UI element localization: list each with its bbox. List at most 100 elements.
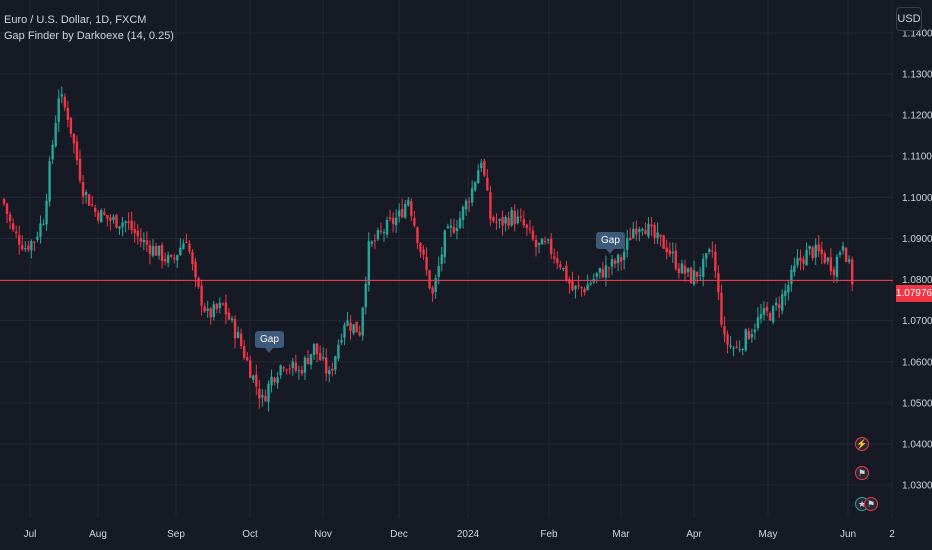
candle-body [355,321,358,333]
candle-body [200,285,203,306]
candle-body [337,344,340,359]
candle-body [793,265,796,273]
candle-body [97,212,100,221]
candle-body [282,367,285,369]
candle-body [449,225,453,228]
time-tick-label: Sep [167,529,185,540]
candle-body [513,210,516,225]
us-flag-icon[interactable]: ⚑ [855,466,869,480]
candle-body [48,161,51,202]
candle-body [94,207,97,212]
candle-body [705,253,708,259]
candle-body [826,257,830,262]
candle-body [787,284,790,293]
candle-body [610,259,614,267]
candle-body [18,235,21,245]
price-tick-label: 1.07000 [902,316,932,327]
candle-body [252,375,255,380]
candle-body [69,117,73,134]
price-tick-label: 1.04000 [902,440,932,451]
candle-body [735,346,738,348]
candle-body [729,345,732,347]
time-tick-label: Jun [840,529,856,540]
candle-body [100,210,103,223]
candle-body [182,243,185,250]
candle-body [163,258,167,262]
time-tick-label: Apr [686,529,702,540]
candle-body [817,244,820,252]
candle-body [589,282,592,285]
candle-body [170,254,173,257]
price-tick-label: 1.12000 [902,111,932,122]
candle-body [720,292,723,325]
candle-body [294,362,298,371]
candle-body [361,307,364,336]
candle-body [474,182,477,191]
candle-body [139,238,142,242]
time-tick-label: Jul [24,529,37,540]
candle-body [236,331,240,338]
candle-body [598,267,602,273]
candle-body [768,313,772,321]
candle-body [738,349,741,351]
candle-body [711,250,714,252]
candle-body [303,357,307,373]
candle-body [543,241,547,243]
candle-body [382,232,386,234]
time-tick-label: Aug [89,529,107,540]
candle-body [315,343,319,355]
candle-body [844,247,848,262]
candle-body [650,224,653,227]
gap-label[interactable]: Gap [596,232,625,255]
candle-body [571,281,574,291]
candle-body [781,294,784,311]
candle-body [641,229,644,231]
candle-body [753,329,757,332]
candle-body [112,216,115,221]
candle-body [431,287,434,294]
candle-body [84,192,88,196]
candle-body [680,263,684,274]
price-tick-label: 1.10000 [902,193,932,204]
candle-body [249,360,252,378]
candle-body [45,200,48,225]
candle-body [379,230,383,232]
indicator-title[interactable]: Gap Finder by Darkoexe (14, 0.25) [4,30,174,42]
candle-body [157,245,161,256]
currency-button[interactable]: USD [896,7,922,31]
candle-body [437,265,440,277]
candle-body [820,249,823,255]
candle-body [778,304,781,309]
candle-body [413,217,416,226]
candle-body [692,270,696,285]
candle-body [151,246,155,256]
candle-body [391,218,395,225]
candle-body [458,218,462,229]
candle-body [328,370,331,375]
candle-body [246,356,249,361]
candle-body [340,339,343,343]
candle-body [51,144,54,160]
lightning-icon[interactable]: ⚡ [855,437,869,451]
candle-body [601,269,605,278]
candle-body [410,201,413,216]
candle-body [796,258,799,266]
candle-body [537,242,541,245]
gap-label[interactable]: Gap [255,331,284,354]
candle-body [656,232,659,239]
us-flag-icon[interactable]: ⚑ [864,497,878,511]
price-tick-label: 1.08000 [902,275,932,286]
candle-body [784,290,787,296]
time-tick-label: Nov [314,529,332,540]
candle-body [467,201,471,203]
candle-body [632,228,635,239]
candle-body [756,317,760,329]
candle-body [133,229,136,234]
candle-body [118,226,121,229]
candle-body [203,306,206,312]
candle-body [358,331,361,336]
symbol-title[interactable]: Euro / U.S. Dollar, 1D, FXCM [4,14,147,26]
candle-body [367,241,370,285]
candle-body [121,222,124,227]
